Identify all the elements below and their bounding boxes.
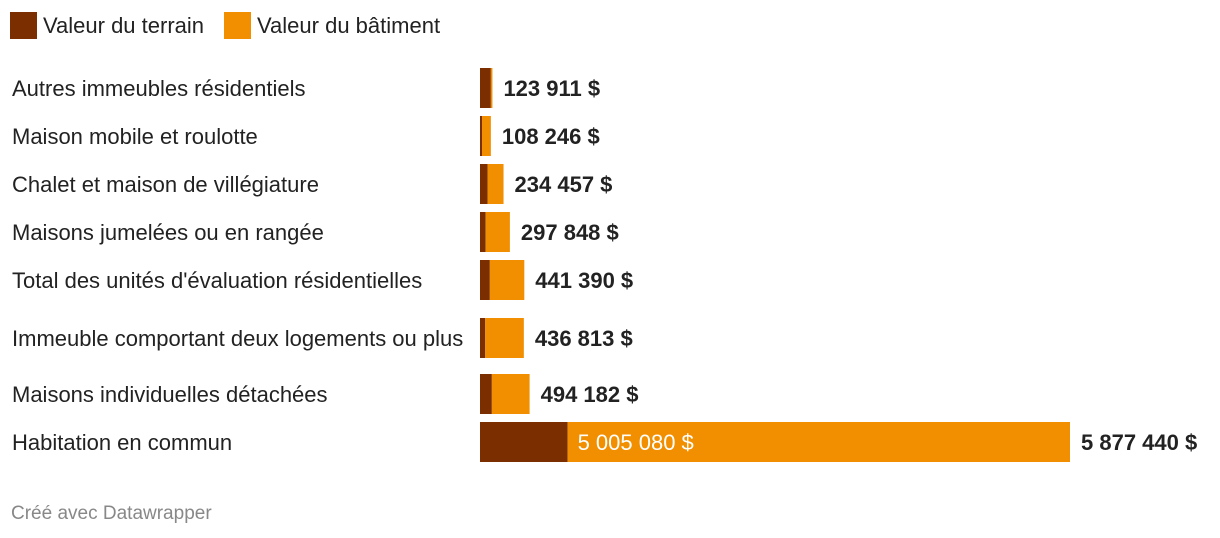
- bar-segment-terrain: [480, 212, 486, 252]
- bar-segment-terrain: [480, 260, 490, 300]
- total-value-label: 108 246 $: [502, 124, 600, 149]
- legend-label-terrain: Valeur du terrain: [43, 12, 205, 38]
- bar-segment-batiment: [567, 422, 1070, 462]
- bar-segment-terrain: [480, 374, 492, 414]
- category-label: Habitation en commun: [12, 430, 232, 455]
- category-label: Chalet et maison de villégiature: [12, 172, 319, 197]
- category-label: Maison mobile et roulotte: [12, 124, 258, 149]
- bar-segment-batiment: [489, 260, 525, 300]
- total-value-label: 123 911 $: [503, 76, 600, 101]
- legend-swatch-terrain: [10, 12, 37, 39]
- legend-label-batiment: Valeur du bâtiment: [257, 12, 441, 38]
- legend-item-batiment: Valeur du bâtiment: [224, 12, 440, 39]
- footer-credit: Créé avec Datawrapper: [11, 503, 212, 524]
- legend-swatch-batiment: [224, 12, 252, 39]
- total-value-label: 436 813 $: [535, 326, 633, 351]
- stacked-bar-chart: Autres immeubles résidentiels 123 911 $ Ma…: [12, 68, 1197, 462]
- bar-segment-terrain: [480, 318, 486, 358]
- bar-segment-batiment: [482, 116, 491, 156]
- bar-segment-batiment: [487, 164, 504, 204]
- bar-segment-batiment: [485, 212, 510, 252]
- total-value-label: 494 182 $: [541, 382, 639, 407]
- total-value-label: 441 390 $: [535, 268, 633, 293]
- category-label: Total des unités d'évaluation résidentie…: [12, 268, 422, 293]
- bar-segment-terrain: [480, 116, 483, 156]
- total-value-label: 5 877 440 $: [1081, 430, 1197, 455]
- bar-segment-batiment: [490, 68, 493, 108]
- bar-segment-batiment: [485, 318, 524, 358]
- bar-segment-terrain: [480, 68, 491, 108]
- bar-segment-terrain: [480, 422, 568, 462]
- category-label: Maisons jumelées ou en rangée: [12, 220, 324, 245]
- bar-segment-terrain: [480, 164, 488, 204]
- category-label: Autres immeubles résidentiels: [12, 76, 305, 101]
- total-value-label: 297 848 $: [521, 220, 619, 245]
- legend-item-terrain: Valeur du terrain: [10, 12, 204, 39]
- bar-segment-batiment: [491, 374, 530, 414]
- category-label: Maisons individuelles détachées: [12, 382, 328, 407]
- legend: Valeur du terrain Valeur du bâtiment: [10, 12, 440, 39]
- inline-value-label: 5 005 080 $: [578, 430, 694, 455]
- total-value-label: 234 457 $: [515, 172, 613, 197]
- category-label: Immeuble comportant deux logements ou pl…: [12, 326, 463, 351]
